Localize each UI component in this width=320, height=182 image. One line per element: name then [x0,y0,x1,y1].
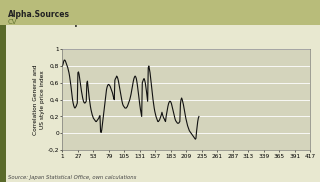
Y-axis label: Correlation General and
US style price index: Correlation General and US style price i… [33,64,45,135]
Text: Alpha.Sources: Alpha.Sources [8,10,70,19]
Text: Seperated:: Seperated: [65,18,113,27]
Text: Source: Japan Statistical Office, own calculations: Source: Japan Statistical Office, own ca… [8,175,136,180]
Text: CV: CV [8,19,18,25]
Legend: Rolling Average (monthly, 3 year), 1971-2008: Rolling Average (monthly, 3 year), 1971-… [143,10,307,15]
